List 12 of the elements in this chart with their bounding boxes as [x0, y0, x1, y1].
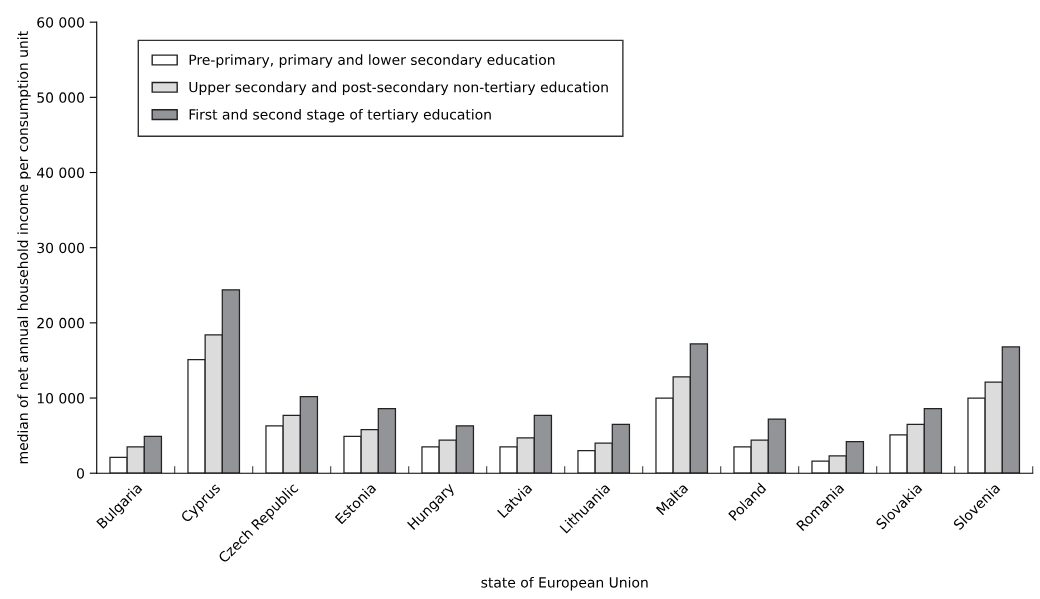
y-tick-label: 20 000	[37, 317, 84, 329]
y-tick-label: 50 000	[37, 92, 84, 103]
y-tick-label: 0	[76, 468, 84, 479]
y-tick-label: 40 000	[37, 167, 84, 178]
y-axis-title: median of net annual household income per consumption unit	[17, 31, 31, 464]
x-axis-title: state of European Union	[481, 576, 648, 591]
legend-label: Upper secondary and post-secondary non-tertiary education	[189, 81, 608, 96]
y-tick-label: 10 000	[37, 393, 84, 404]
y-tick-label: 30 000	[37, 242, 84, 254]
legend-label: Pre-primary, primary and lower secondary education	[189, 54, 555, 68]
legend-label: First and second stage of tertiary education	[189, 108, 491, 123]
y-tick-label: 60 000	[37, 17, 84, 28]
